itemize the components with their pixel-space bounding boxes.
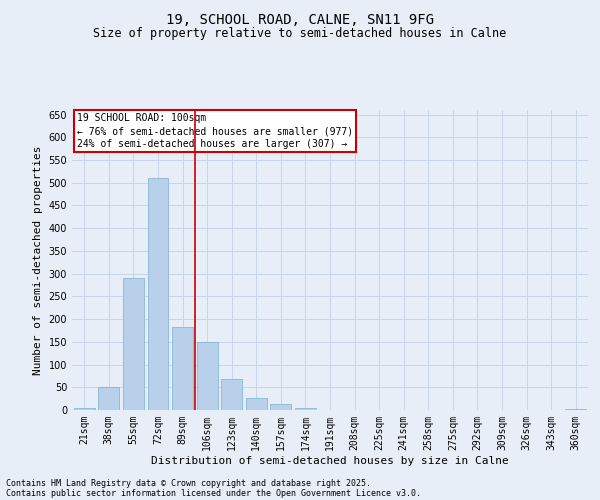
Text: Contains public sector information licensed under the Open Government Licence v3: Contains public sector information licen… bbox=[6, 488, 421, 498]
Bar bbox=[123, 278, 144, 410]
X-axis label: Distribution of semi-detached houses by size in Calne: Distribution of semi-detached houses by … bbox=[151, 456, 509, 466]
Text: 19 SCHOOL ROAD: 100sqm
← 76% of semi-detached houses are smaller (977)
24% of se: 19 SCHOOL ROAD: 100sqm ← 76% of semi-det… bbox=[77, 113, 353, 150]
Y-axis label: Number of semi-detached properties: Number of semi-detached properties bbox=[33, 145, 43, 375]
Bar bbox=[197, 342, 218, 410]
Text: Size of property relative to semi-detached houses in Calne: Size of property relative to semi-detach… bbox=[94, 28, 506, 40]
Text: 19, SCHOOL ROAD, CALNE, SN11 9FG: 19, SCHOOL ROAD, CALNE, SN11 9FG bbox=[166, 12, 434, 26]
Bar bbox=[565, 408, 586, 410]
Text: Contains HM Land Registry data © Crown copyright and database right 2025.: Contains HM Land Registry data © Crown c… bbox=[6, 478, 371, 488]
Bar bbox=[295, 408, 316, 410]
Bar bbox=[74, 408, 95, 410]
Bar bbox=[221, 379, 242, 410]
Bar bbox=[246, 398, 267, 410]
Bar bbox=[172, 327, 193, 410]
Bar bbox=[271, 404, 292, 410]
Bar bbox=[98, 388, 119, 410]
Bar bbox=[148, 178, 169, 410]
